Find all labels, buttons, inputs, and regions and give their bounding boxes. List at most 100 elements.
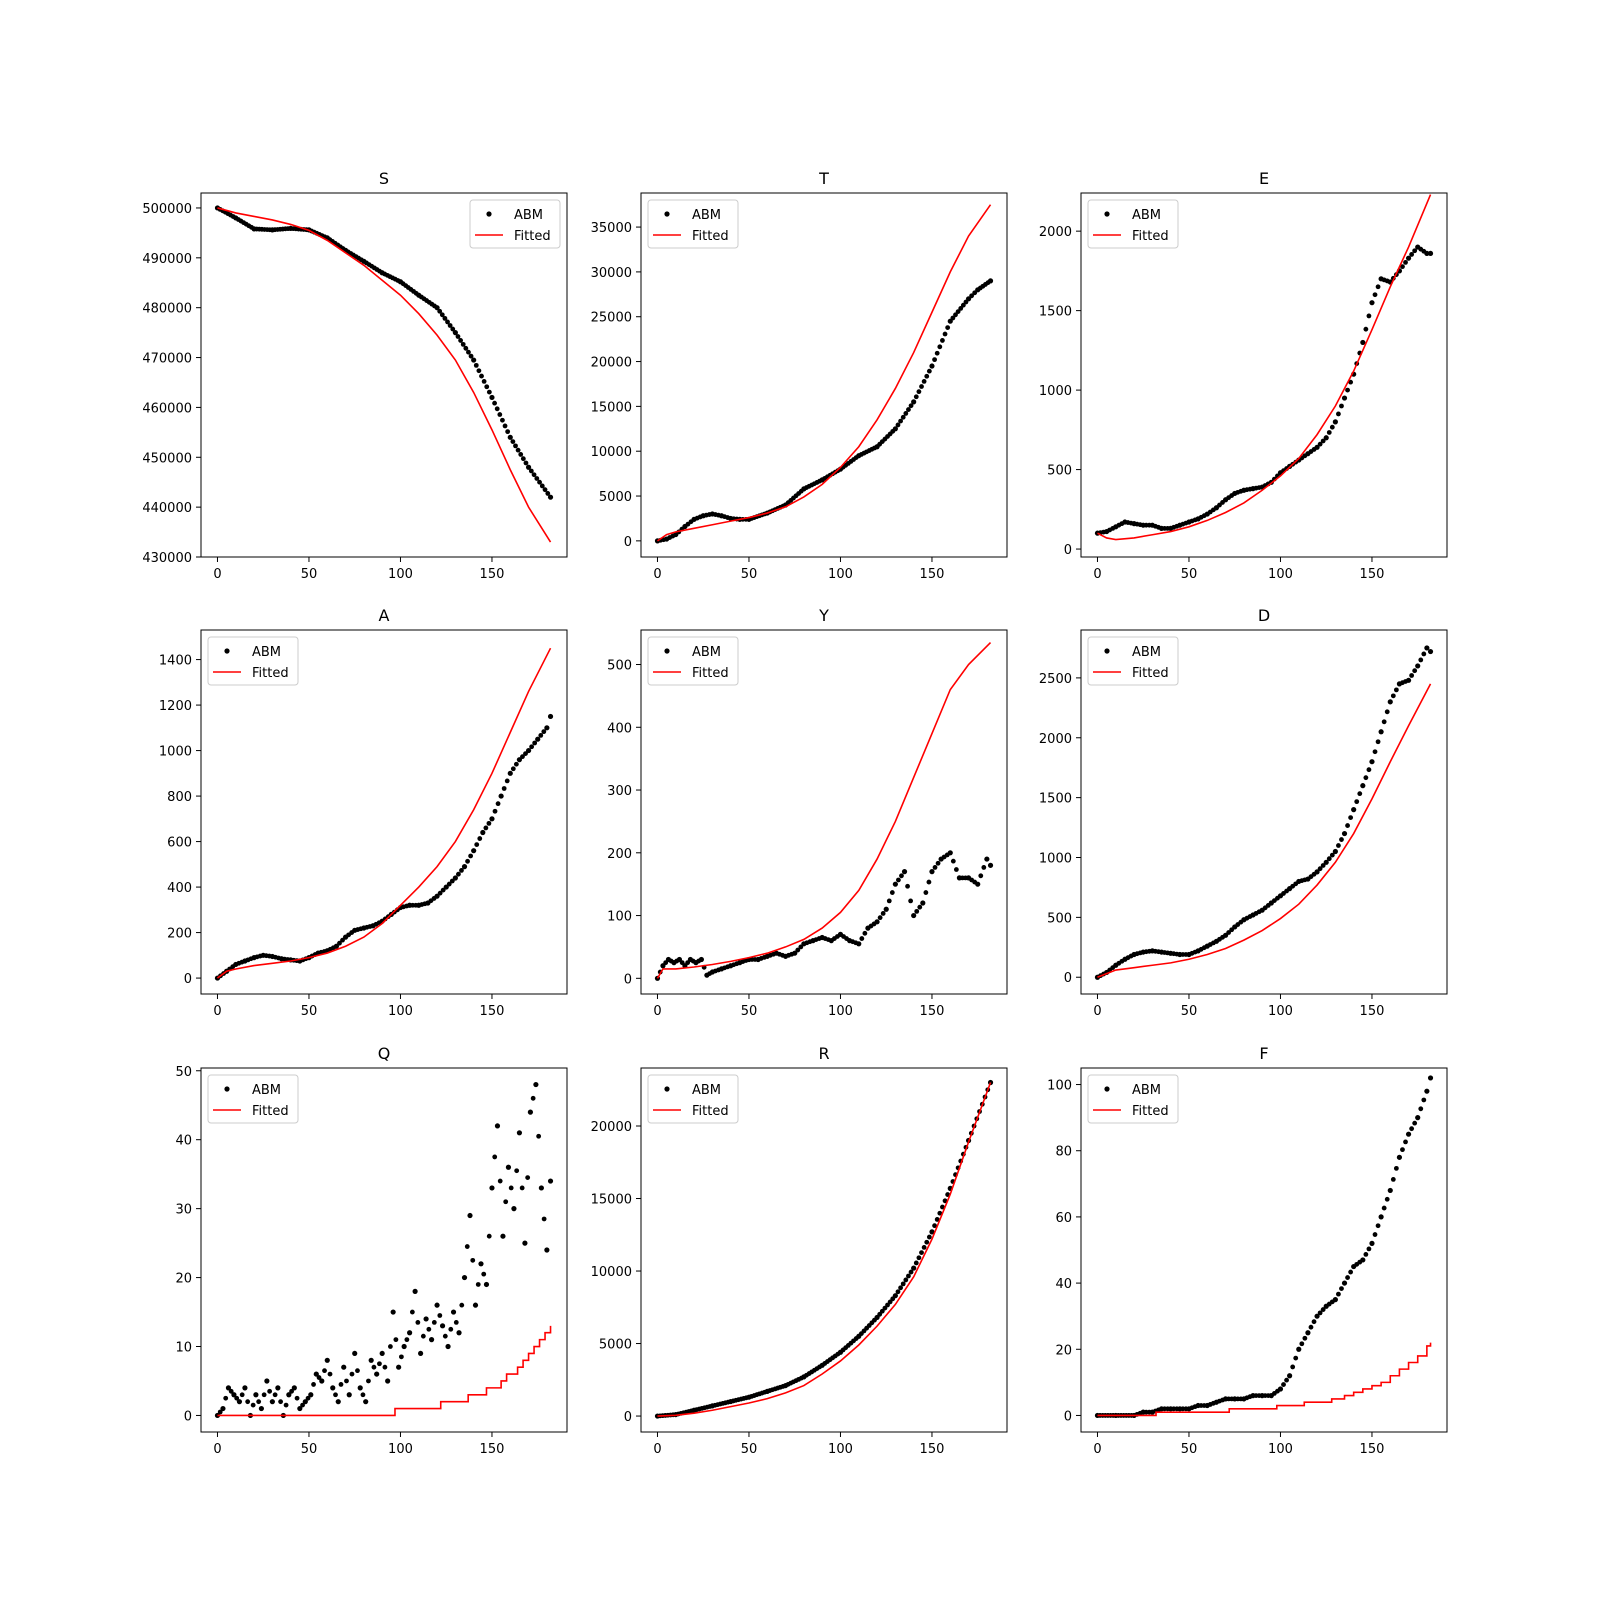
x-tick: 150 — [480, 1432, 504, 1457]
abm-point — [950, 858, 956, 864]
series-fitted — [656, 641, 992, 979]
y-tick-label: 10000 — [591, 1265, 632, 1280]
series-abm — [214, 713, 554, 981]
abm-point — [479, 373, 484, 379]
legend-label: Fitted — [1132, 666, 1169, 681]
abm-point — [1378, 1214, 1384, 1220]
abm-point — [305, 1395, 311, 1401]
abm-point — [385, 1378, 391, 1384]
abm-point — [945, 325, 951, 331]
abm-point — [511, 1206, 517, 1212]
abm-point — [502, 423, 508, 429]
legend-label: Fitted — [252, 666, 289, 681]
abm-point — [483, 1281, 490, 1288]
legend-label: ABM — [1132, 208, 1161, 223]
abm-point — [795, 947, 801, 953]
abm-point — [987, 862, 994, 868]
abm-point — [316, 1375, 322, 1380]
abm-point — [905, 883, 910, 889]
abm-point — [522, 1240, 528, 1246]
y-tick-label: 500 — [607, 659, 632, 674]
abm-point — [460, 341, 466, 347]
abm-point — [466, 349, 471, 355]
abm-point — [514, 1168, 520, 1174]
abm-point — [523, 460, 529, 466]
x-tick: 150 — [920, 557, 944, 582]
x-tick-label: 150 — [1360, 1004, 1385, 1019]
abm-point — [322, 1368, 327, 1374]
abm-point — [379, 1350, 385, 1357]
x-tick-label: 0 — [653, 1004, 661, 1019]
abm-point — [898, 418, 903, 424]
y-tick-label: 80 — [1055, 1145, 1072, 1160]
panel-F: F 0 50 100 150 0 20 40 60 80 100 ABM Fitted — [1047, 1044, 1448, 1457]
y-tick: 100 — [607, 910, 641, 925]
abm-point — [932, 865, 938, 870]
abm-point — [937, 1210, 943, 1216]
y-tick-label: 470000 — [142, 352, 192, 367]
y-tick-label: 200 — [607, 847, 632, 862]
panel-title: S — [379, 169, 389, 188]
legend-label: Fitted — [1132, 229, 1169, 244]
x-tick: 0 — [1093, 557, 1102, 582]
abm-point — [1409, 252, 1415, 257]
abm-point — [440, 887, 446, 893]
abm-point — [492, 400, 497, 406]
y-tick: 0 — [1064, 543, 1081, 558]
axes-frame — [200, 192, 568, 558]
y-tick: 80 — [1055, 1145, 1081, 1160]
abm-point — [382, 1364, 388, 1370]
abm-point — [458, 338, 463, 343]
abm-point — [500, 1233, 506, 1239]
series-fitted — [1097, 194, 1432, 541]
abm-point — [874, 919, 880, 925]
abm-point — [439, 1323, 446, 1329]
abm-point — [494, 406, 500, 412]
abm-point — [538, 733, 544, 738]
abm-point — [1393, 687, 1399, 693]
abm-point — [253, 1392, 259, 1398]
abm-point — [1412, 668, 1418, 674]
legend-box — [469, 199, 561, 249]
x-tick: 50 — [301, 557, 317, 582]
abm-point — [471, 357, 477, 363]
abm-point — [978, 873, 984, 879]
abm-point — [1409, 1126, 1415, 1132]
abm-point — [1290, 1364, 1296, 1370]
abm-point — [275, 1385, 281, 1391]
series-abm — [654, 850, 994, 981]
y-tick: 300 — [607, 784, 641, 799]
legend-marker-abm — [1104, 648, 1110, 654]
legend-label: Fitted — [252, 1104, 289, 1119]
x-tick: 50 — [1181, 1432, 1198, 1457]
abm-point — [975, 881, 981, 887]
y-tick-label: 25000 — [591, 311, 632, 326]
abm-point — [1405, 677, 1412, 683]
abm-point — [333, 1392, 338, 1398]
axes-frame — [200, 1067, 568, 1433]
abm-point — [932, 357, 937, 363]
abm-point — [319, 1378, 325, 1384]
abm-point — [911, 1265, 917, 1271]
abm-point — [533, 1081, 539, 1088]
y-tick: 20000 — [591, 356, 641, 371]
legend: ABM Fitted — [647, 199, 739, 249]
abm-point — [792, 950, 798, 956]
abm-point — [447, 323, 453, 328]
abm-point — [505, 1164, 512, 1170]
abm-point — [1366, 767, 1372, 773]
x-tick-label: 100 — [388, 1004, 413, 1019]
abm-point — [877, 915, 883, 921]
y-tick: 10 — [175, 1341, 201, 1356]
axes-frame — [640, 629, 1008, 995]
abm-point — [1363, 1252, 1369, 1257]
abm-point — [544, 725, 550, 731]
x-tick-label: 50 — [1181, 1442, 1198, 1457]
abm-point — [412, 1288, 418, 1294]
abm-point — [1403, 1139, 1408, 1145]
series-fitted — [217, 207, 552, 543]
abm-point — [516, 1130, 523, 1136]
abm-point — [335, 1399, 341, 1405]
series-abm — [1094, 1075, 1434, 1419]
abm-point — [486, 1233, 492, 1239]
